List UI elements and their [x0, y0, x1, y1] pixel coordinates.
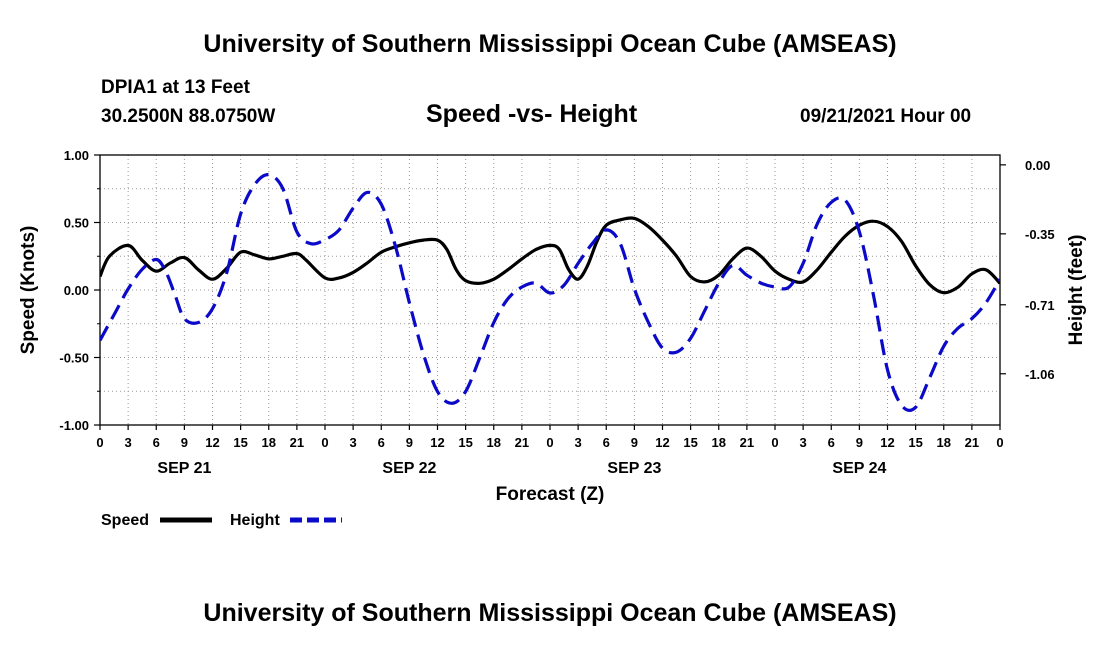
y2-tick-label: -0.71 — [1025, 298, 1055, 313]
x-tick-label: 0 — [546, 435, 553, 450]
x-tick-label: 21 — [740, 435, 754, 450]
x-tick-label: 9 — [181, 435, 188, 450]
x-tick-label: 6 — [378, 435, 385, 450]
station-label: DPIA1 at 13 Feet — [101, 77, 250, 98]
x-tick-label: 9 — [856, 435, 863, 450]
day-label: SEP 23 — [607, 460, 661, 477]
legend-speed-label: Speed — [101, 512, 149, 529]
x-tick-label: 12 — [430, 435, 444, 450]
x-tick-label: 12 — [880, 435, 894, 450]
series-line-speed — [100, 216, 1000, 295]
x-tick-label: 9 — [631, 435, 638, 450]
x-tick-label: 21 — [515, 435, 529, 450]
x-tick-label: 3 — [800, 435, 807, 450]
x-axis-label: Forecast (Z) — [496, 484, 605, 505]
x-tick-label: 21 — [965, 435, 979, 450]
x-tick-label: 6 — [153, 435, 160, 450]
y2-tick-label: -0.35 — [1025, 227, 1055, 242]
x-tick-label: 0 — [96, 435, 103, 450]
x-tick-label: 0 — [996, 435, 1003, 450]
y-axis-label: Speed (Knots) — [18, 226, 39, 355]
y-tick-label: -1.00 — [59, 418, 89, 433]
y2-tick-label: 0.00 — [1025, 158, 1050, 173]
x-tick-label: 12 — [655, 435, 669, 450]
y-tick-label: 0.00 — [64, 283, 89, 298]
x-tick-label: 21 — [290, 435, 304, 450]
x-tick-label: 0 — [321, 435, 328, 450]
x-tick-label: 18 — [262, 435, 276, 450]
x-tick-label: 3 — [125, 435, 132, 450]
x-tick-label: 18 — [487, 435, 501, 450]
x-tick-label: 3 — [575, 435, 582, 450]
y2-tick-label: -1.06 — [1025, 367, 1055, 382]
x-tick-label: 6 — [828, 435, 835, 450]
x-tick-label: 6 — [603, 435, 610, 450]
coordinates-label: 30.2500N 88.0750W — [101, 106, 276, 127]
x-tick-label: 9 — [406, 435, 413, 450]
y2-axis-label: Height (feet) — [1066, 235, 1087, 346]
x-tick-label: 15 — [233, 435, 247, 450]
day-label: SEP 22 — [382, 460, 436, 477]
y-tick-label: 1.00 — [64, 148, 89, 163]
day-label: SEP 21 — [157, 460, 211, 477]
y-tick-label: 0.50 — [64, 216, 89, 231]
x-tick-label: 12 — [205, 435, 219, 450]
day-label: SEP 24 — [832, 460, 886, 477]
x-tick-label: 15 — [908, 435, 922, 450]
x-tick-label: 18 — [937, 435, 951, 450]
x-tick-label: 3 — [350, 435, 357, 450]
x-tick-label: 18 — [712, 435, 726, 450]
top-title: University of Southern Mississippi Ocean… — [203, 30, 897, 58]
x-tick-label: 0 — [771, 435, 778, 450]
y-tick-label: -0.50 — [59, 351, 89, 366]
x-tick-label: 15 — [458, 435, 472, 450]
bottom-title: University of Southern Mississippi Ocean… — [203, 599, 897, 627]
x-tick-label: 15 — [683, 435, 697, 450]
chart-title: Speed -vs- Height — [426, 100, 638, 128]
series-line-height — [100, 173, 1000, 412]
datetime-label: 09/21/2021 Hour 00 — [800, 106, 972, 127]
legend-height-label: Height — [230, 512, 280, 529]
